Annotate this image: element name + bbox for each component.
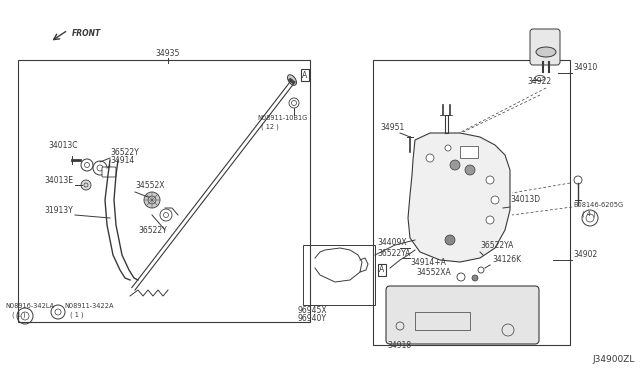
Circle shape	[472, 275, 478, 281]
Text: 36522Y: 36522Y	[138, 226, 167, 235]
Text: 34013E: 34013E	[44, 176, 73, 185]
Text: A: A	[302, 71, 308, 80]
Text: 34552XA: 34552XA	[416, 268, 451, 277]
Circle shape	[486, 176, 494, 184]
Text: 34013D: 34013D	[510, 195, 540, 204]
Text: 34922: 34922	[527, 77, 551, 86]
Circle shape	[426, 154, 434, 162]
Circle shape	[582, 210, 598, 226]
Bar	[303, 245, 375, 305]
Text: 96940Y: 96940Y	[298, 314, 327, 323]
Bar	[460, 146, 478, 158]
Text: N08911-3422A: N08911-3422A	[64, 303, 113, 309]
Circle shape	[491, 196, 499, 204]
FancyBboxPatch shape	[530, 29, 560, 65]
Text: FRONT: FRONT	[72, 29, 101, 38]
Bar	[415, 312, 470, 330]
Circle shape	[450, 160, 460, 170]
Text: 96945X: 96945X	[298, 306, 328, 315]
Circle shape	[445, 235, 455, 245]
Circle shape	[144, 192, 160, 208]
Bar	[373, 60, 570, 345]
Text: ( 1 ): ( 1 )	[12, 311, 26, 317]
Text: 36522Y: 36522Y	[110, 148, 139, 157]
Text: J34900ZL: J34900ZL	[593, 356, 635, 365]
Text: 36522YA: 36522YA	[377, 249, 410, 258]
Text: ( 4 ): ( 4 )	[582, 210, 596, 217]
Text: 34918: 34918	[387, 341, 411, 350]
Circle shape	[160, 209, 172, 221]
Text: 34951: 34951	[380, 123, 404, 132]
Text: A: A	[380, 266, 385, 275]
Text: 34409X: 34409X	[377, 238, 406, 247]
Text: ( 12 ): ( 12 )	[261, 123, 279, 129]
Text: B08146-6205G: B08146-6205G	[573, 202, 623, 208]
Text: 34910: 34910	[573, 63, 597, 72]
Text: 34552X: 34552X	[135, 181, 164, 190]
Text: N08911-10B1G: N08911-10B1G	[257, 115, 307, 121]
Circle shape	[486, 216, 494, 224]
Polygon shape	[408, 133, 510, 262]
Text: 34914+A: 34914+A	[410, 258, 446, 267]
Circle shape	[289, 98, 299, 108]
Ellipse shape	[535, 76, 545, 80]
Ellipse shape	[287, 75, 296, 85]
Text: ( 1 ): ( 1 )	[70, 311, 84, 317]
Text: 36522YA: 36522YA	[480, 241, 513, 250]
Text: 34902: 34902	[573, 250, 597, 259]
Circle shape	[574, 176, 582, 184]
Text: 34935: 34935	[156, 48, 180, 58]
Text: 34914: 34914	[110, 156, 134, 165]
Ellipse shape	[536, 47, 556, 57]
Text: 34126K: 34126K	[492, 255, 521, 264]
Bar	[18, 60, 310, 322]
FancyBboxPatch shape	[102, 167, 116, 177]
FancyBboxPatch shape	[386, 286, 539, 344]
Text: 34013C: 34013C	[48, 141, 77, 150]
Text: N08916-342LA: N08916-342LA	[5, 303, 54, 309]
Circle shape	[445, 145, 451, 151]
Text: 31913Y: 31913Y	[44, 206, 73, 215]
Circle shape	[81, 180, 91, 190]
Circle shape	[465, 165, 475, 175]
